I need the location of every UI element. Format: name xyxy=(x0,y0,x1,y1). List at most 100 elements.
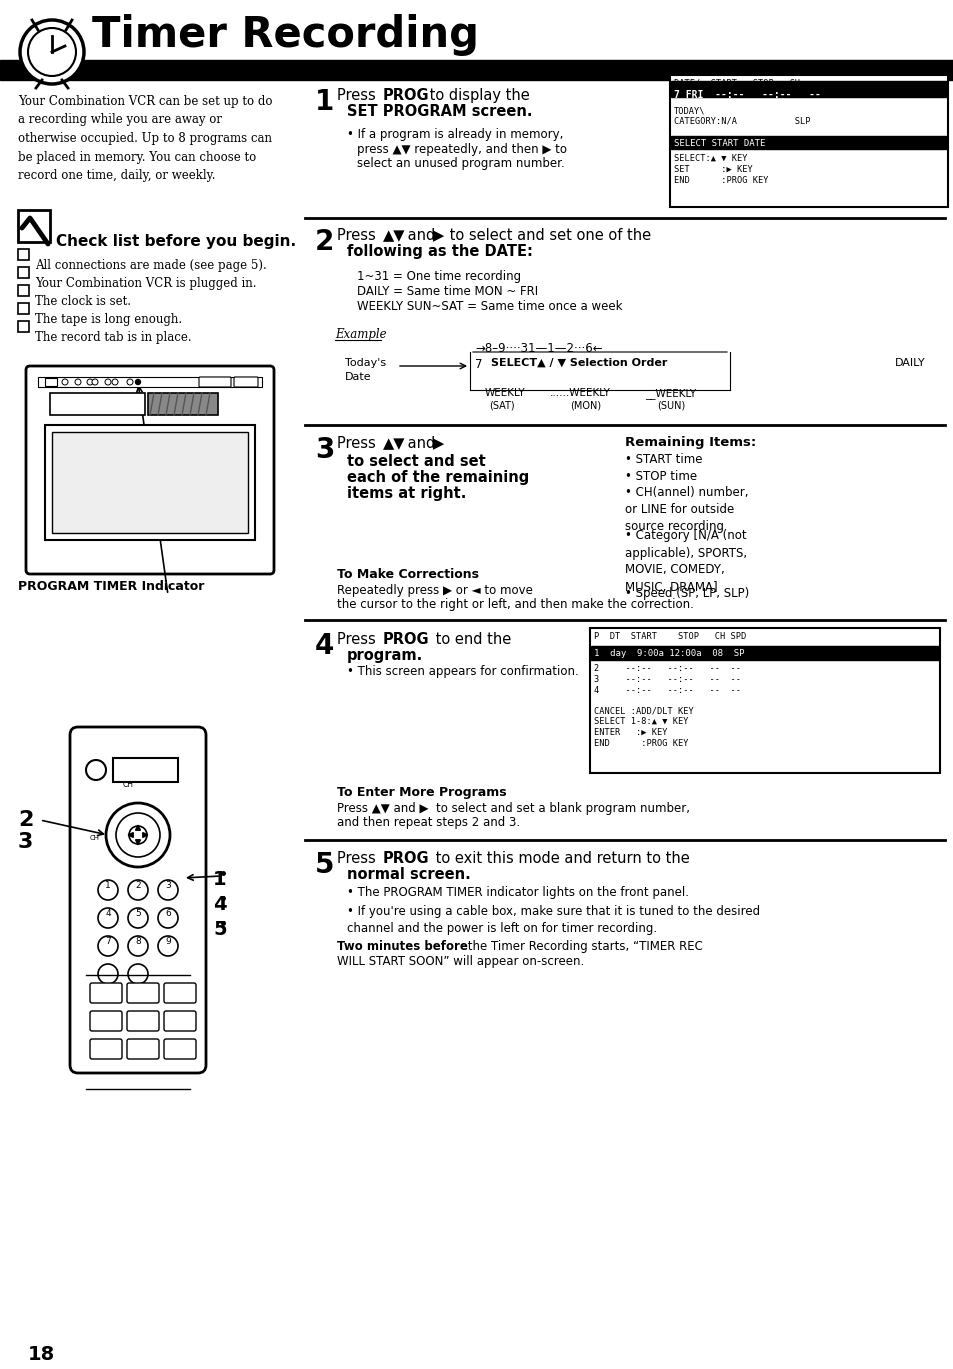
Circle shape xyxy=(98,936,118,956)
Text: TODAY\: TODAY\ xyxy=(673,105,705,115)
FancyBboxPatch shape xyxy=(70,727,206,1073)
Text: 7: 7 xyxy=(105,936,111,946)
Bar xyxy=(18,320,29,333)
Text: Press: Press xyxy=(336,229,380,244)
Text: to select and set: to select and set xyxy=(347,455,485,470)
Text: 5: 5 xyxy=(213,920,227,939)
Text: 3: 3 xyxy=(314,435,334,464)
Text: ENTER   :▶ KEY: ENTER :▶ KEY xyxy=(594,728,667,737)
Text: Remaining Items:: Remaining Items: xyxy=(624,435,756,449)
Bar xyxy=(590,646,938,660)
Bar xyxy=(18,209,50,242)
Text: 8: 8 xyxy=(135,936,141,946)
Bar xyxy=(669,75,947,207)
Circle shape xyxy=(98,880,118,899)
Text: and then repeat steps 2 and 3.: and then repeat steps 2 and 3. xyxy=(336,816,519,830)
Text: select an unused program number.: select an unused program number. xyxy=(356,157,564,170)
Text: ▶: ▶ xyxy=(433,229,444,244)
Text: Date: Date xyxy=(345,372,372,382)
Text: PROG: PROG xyxy=(382,632,429,648)
Text: 5: 5 xyxy=(135,909,141,917)
Circle shape xyxy=(20,21,84,84)
Text: DATE/  START   STOP   CH: DATE/ START STOP CH xyxy=(673,79,800,88)
Text: The tape is long enough.: The tape is long enough. xyxy=(35,314,182,326)
FancyBboxPatch shape xyxy=(233,376,257,387)
Text: Check list before you begin.: Check list before you begin. xyxy=(56,234,295,249)
Bar xyxy=(670,81,946,97)
Text: 2: 2 xyxy=(18,810,33,830)
Circle shape xyxy=(129,826,147,845)
Bar xyxy=(38,376,262,387)
FancyBboxPatch shape xyxy=(26,366,274,574)
Circle shape xyxy=(127,379,132,385)
Text: (MON): (MON) xyxy=(569,400,600,409)
Text: Press: Press xyxy=(336,88,380,103)
Text: PROG: PROG xyxy=(382,852,429,867)
Text: WEEKLY: WEEKLY xyxy=(484,387,525,398)
Text: • The PROGRAM TIMER indicator lights on the front panel.: • The PROGRAM TIMER indicator lights on … xyxy=(347,886,688,899)
Text: PROG: PROG xyxy=(382,88,429,103)
FancyBboxPatch shape xyxy=(164,1039,195,1060)
Circle shape xyxy=(112,379,118,385)
Text: 1: 1 xyxy=(314,88,334,116)
Bar xyxy=(19,211,49,241)
Text: to select and set one of the: to select and set one of the xyxy=(444,229,651,244)
Text: • If a program is already in memory,: • If a program is already in memory, xyxy=(347,127,563,141)
Text: WILL START SOON” will appear on-screen.: WILL START SOON” will appear on-screen. xyxy=(336,956,583,968)
Bar xyxy=(112,758,178,782)
Text: press ▲▼ repeatedly, and then ▶ to: press ▲▼ repeatedly, and then ▶ to xyxy=(356,142,566,156)
Text: ▲▼: ▲▼ xyxy=(382,435,405,450)
FancyBboxPatch shape xyxy=(164,1010,195,1031)
Text: The clock is set.: The clock is set. xyxy=(35,294,131,308)
Text: CH: CH xyxy=(90,835,100,841)
FancyBboxPatch shape xyxy=(127,983,159,1003)
Text: Your Combination VCR is plugged in.: Your Combination VCR is plugged in. xyxy=(35,277,256,290)
Bar xyxy=(18,303,29,314)
Bar xyxy=(45,424,254,539)
Circle shape xyxy=(128,936,148,956)
Text: • START time: • START time xyxy=(624,453,701,465)
Circle shape xyxy=(116,813,160,857)
FancyBboxPatch shape xyxy=(90,1010,122,1031)
Text: ▲▼: ▲▼ xyxy=(382,229,405,244)
Text: 1: 1 xyxy=(105,880,111,890)
Circle shape xyxy=(106,804,170,867)
Bar xyxy=(18,267,29,278)
Text: PROGRAM TIMER Indicator: PROGRAM TIMER Indicator xyxy=(18,580,204,593)
Bar xyxy=(670,136,946,149)
Text: Timer Recording: Timer Recording xyxy=(91,14,478,56)
Text: DAILY = Same time MON ~ FRI: DAILY = Same time MON ~ FRI xyxy=(356,285,537,298)
Text: 3     --:--   --:--   --  --: 3 --:-- --:-- -- -- xyxy=(594,675,740,684)
Text: Today's: Today's xyxy=(345,359,386,368)
Bar xyxy=(148,393,218,415)
FancyBboxPatch shape xyxy=(90,1039,122,1060)
Circle shape xyxy=(128,964,148,984)
Text: the cursor to the right or left, and then make the correction.: the cursor to the right or left, and the… xyxy=(336,598,693,611)
Text: items at right.: items at right. xyxy=(347,486,466,501)
Text: CANCEL :ADD/DLT KEY: CANCEL :ADD/DLT KEY xyxy=(594,706,693,715)
Text: (SUN): (SUN) xyxy=(657,400,684,409)
FancyBboxPatch shape xyxy=(127,1010,159,1031)
Text: ......WEEKLY: ......WEEKLY xyxy=(550,387,610,398)
Text: to exit this mode and return to the: to exit this mode and return to the xyxy=(431,852,689,867)
Text: Press: Press xyxy=(336,852,380,867)
Circle shape xyxy=(128,880,148,899)
Circle shape xyxy=(158,880,178,899)
Text: Two minutes before: Two minutes before xyxy=(336,941,467,953)
Text: END      :PROG KEY: END :PROG KEY xyxy=(673,177,768,185)
Text: Your Combination VCR can be set up to do
a recording while you are away or
other: Your Combination VCR can be set up to do… xyxy=(18,94,273,182)
Text: 4     --:--   --:--   --  --: 4 --:-- --:-- -- -- xyxy=(594,686,740,695)
Text: 1  day  9:00a 12:00a  08  SP: 1 day 9:00a 12:00a 08 SP xyxy=(594,649,743,658)
Bar xyxy=(0,60,953,79)
Text: CATEGORY:N/A           SLP: CATEGORY:N/A SLP xyxy=(673,116,810,126)
Text: 3: 3 xyxy=(18,832,33,852)
Text: __WEEKLY: __WEEKLY xyxy=(644,387,696,398)
Text: Press: Press xyxy=(336,435,380,450)
Text: 5: 5 xyxy=(314,852,335,879)
Circle shape xyxy=(158,936,178,956)
Text: to display the: to display the xyxy=(424,88,529,103)
Text: →8–9····31—1—2···6←: →8–9····31—1—2···6← xyxy=(475,342,602,355)
Circle shape xyxy=(87,379,92,385)
Text: 18: 18 xyxy=(28,1344,55,1364)
Bar xyxy=(50,393,145,415)
